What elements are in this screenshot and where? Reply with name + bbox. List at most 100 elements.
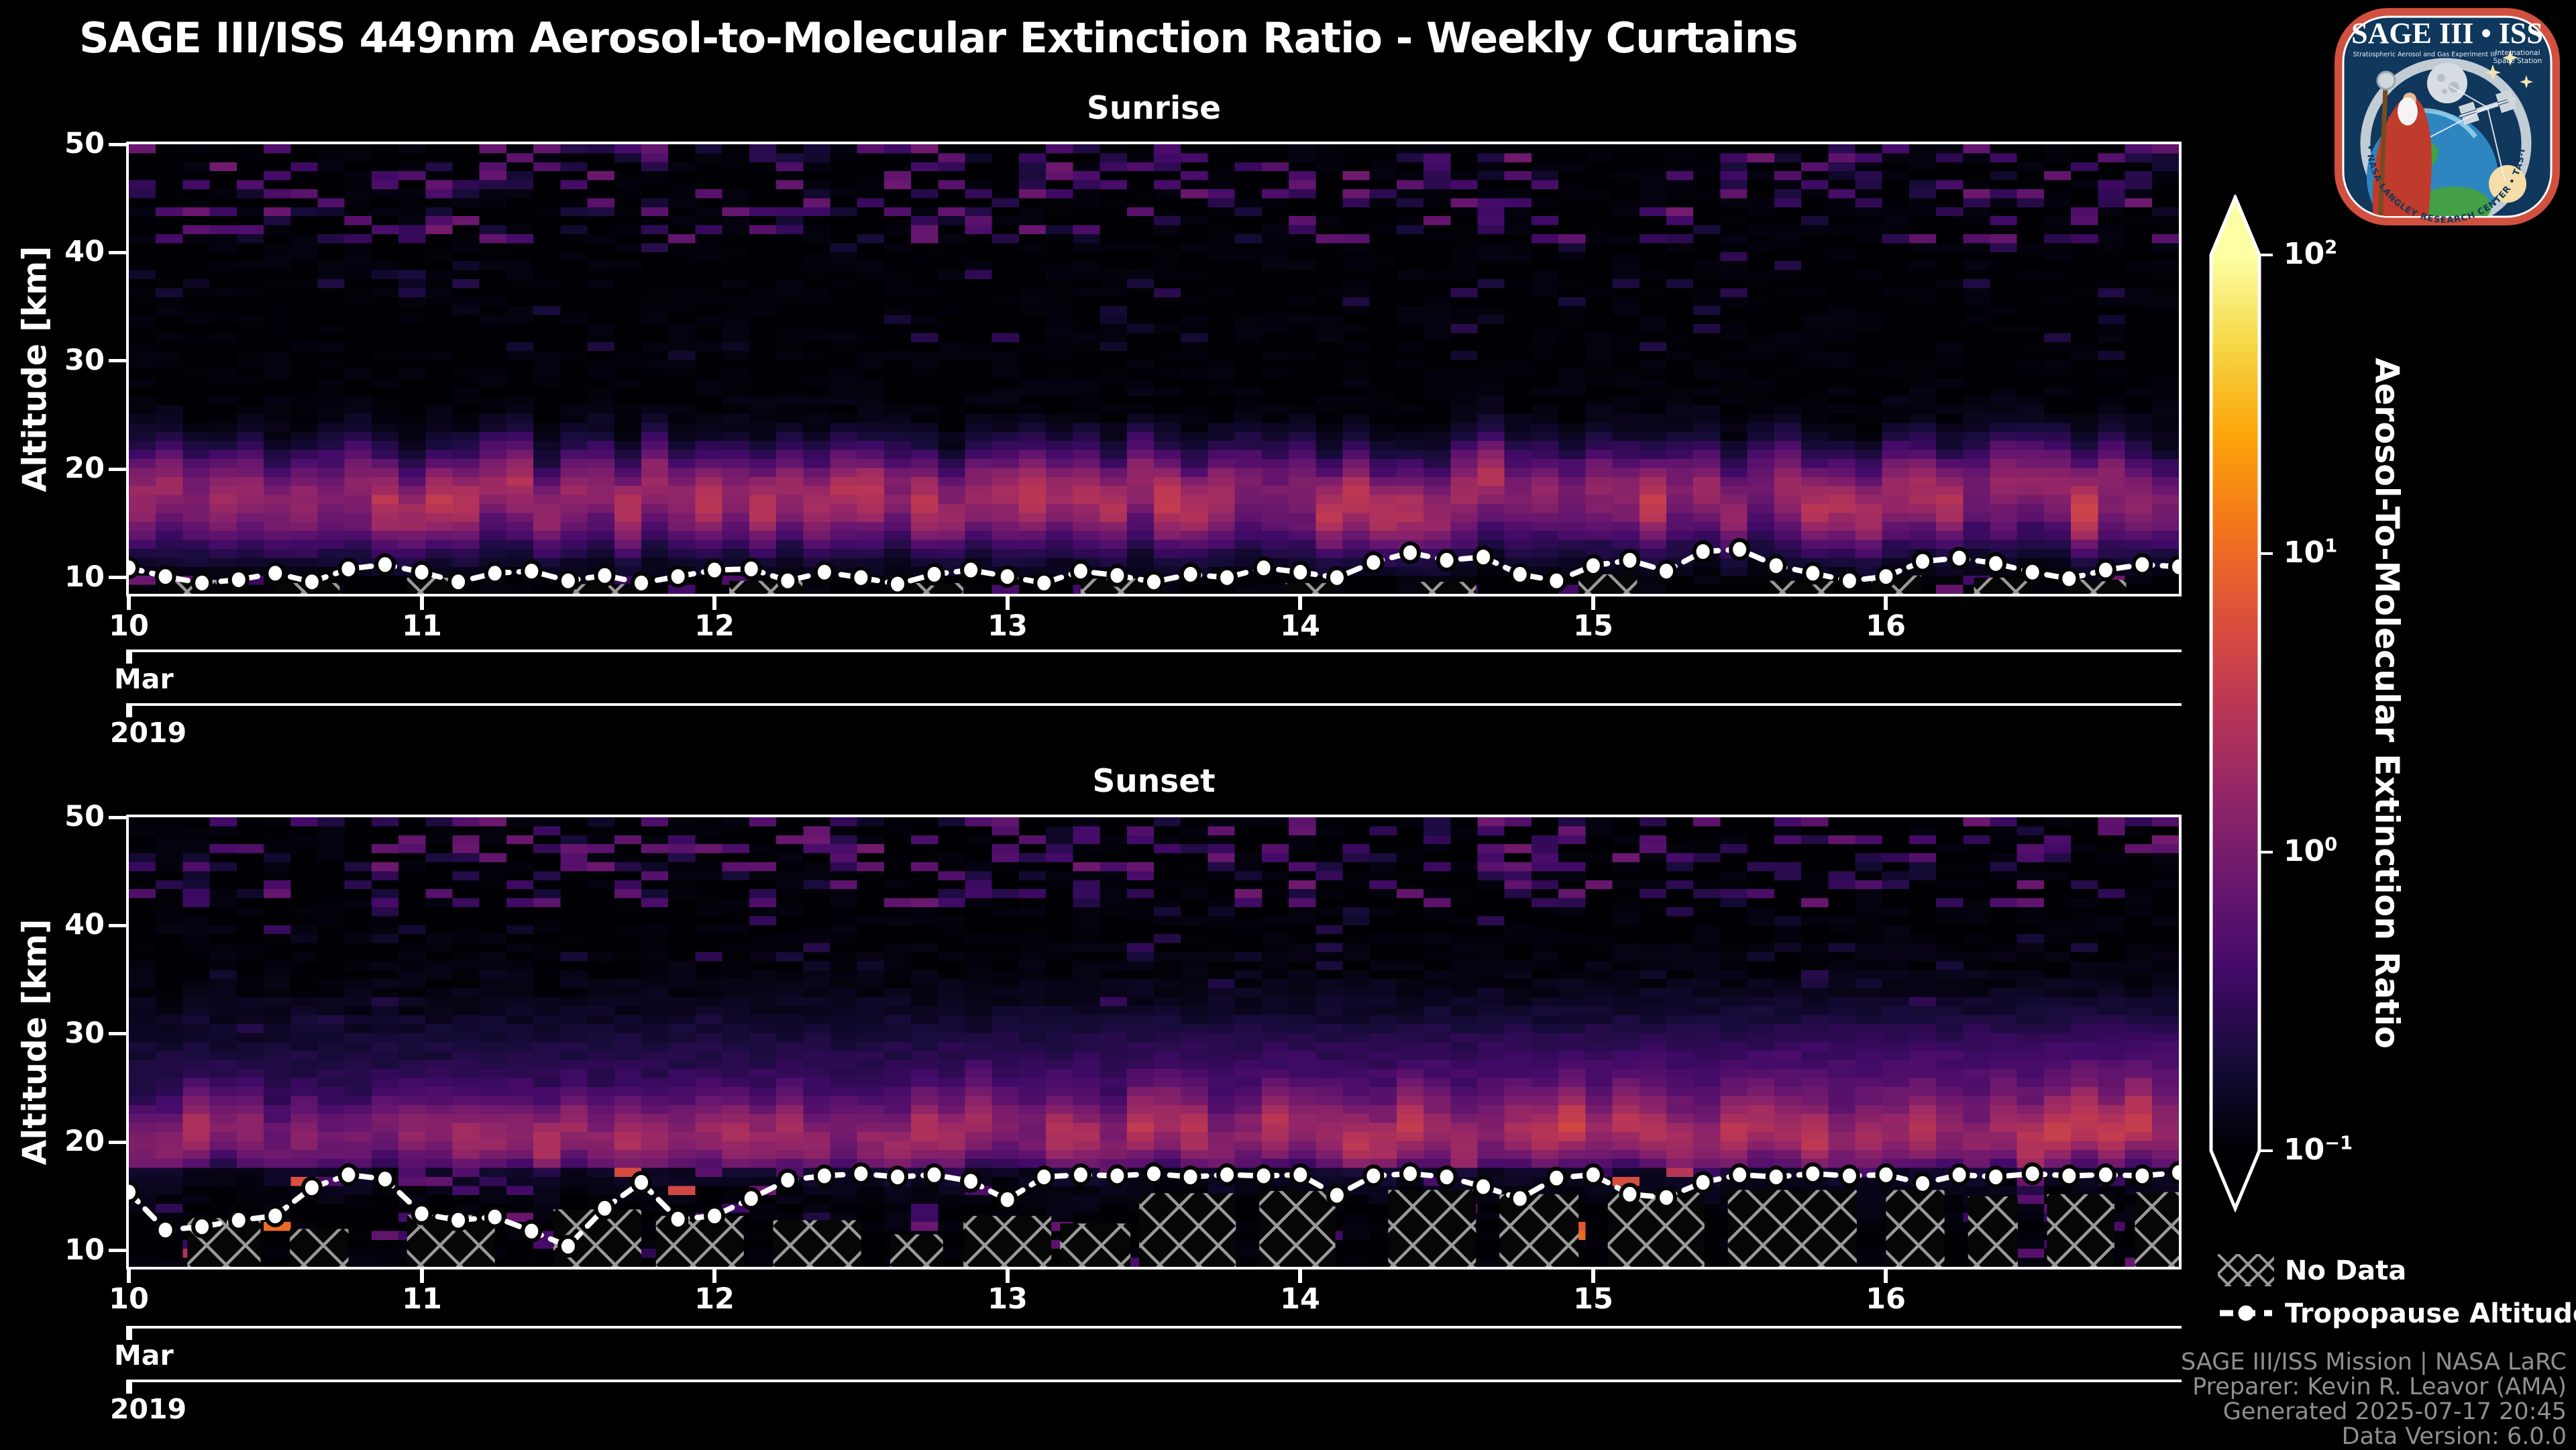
x-axis-tick	[1884, 597, 1888, 610]
x-axis-tick	[712, 597, 716, 610]
tropopause-marker	[777, 569, 799, 592]
sunset-heatmap-panel	[126, 815, 2182, 1270]
tropopause-marker	[996, 565, 1018, 588]
x-axis-tick	[127, 597, 131, 610]
tropopause-marker	[1106, 1164, 1128, 1188]
tropopause-marker	[1875, 1163, 1897, 1186]
y-axis-tick-label: 30	[64, 344, 105, 377]
tropopause-marker	[1509, 1187, 1531, 1210]
no-data-region	[1968, 1196, 2018, 1267]
sunrise-overlay	[129, 537, 2179, 594]
tropopause-marker	[1656, 560, 1677, 583]
tropopause-marker	[2168, 555, 2179, 578]
tropopause-marker	[960, 1170, 982, 1193]
sunset-year-axis-tick	[126, 1382, 132, 1394]
tropopause-marker	[813, 560, 835, 584]
tropopause-marker	[923, 1163, 945, 1186]
y-axis-tick-label: 10	[64, 1233, 105, 1267]
tropopause-marker	[1838, 569, 1860, 592]
sun	[2489, 165, 2526, 203]
tropopause-marker	[1509, 562, 1531, 586]
figure-title: SAGE III/ISS 449nm Aerosol-to-Molecular …	[79, 13, 1799, 62]
x-axis-tick	[1591, 597, 1595, 610]
tropopause-marker	[1362, 551, 1385, 574]
x-axis-tick-label: 13	[987, 609, 1028, 643]
tropopause-marker	[1582, 554, 1604, 577]
y-axis-tick-label: 50	[64, 127, 105, 160]
tropopause-marker	[1912, 1172, 1933, 1195]
no-data-region	[290, 1229, 349, 1267]
tropopause-marker	[1838, 1164, 1860, 1188]
colorbar-tick-label: 100	[2284, 834, 2338, 868]
tropopause-marker	[484, 562, 506, 585]
x-axis-tick	[127, 1270, 131, 1283]
tropopause-marker	[411, 1202, 433, 1225]
x-axis-tick	[420, 1270, 424, 1283]
tropopause-marker	[1179, 562, 1201, 586]
tropopause-marker	[2131, 553, 2153, 576]
tropopause-marker	[447, 570, 470, 594]
tropopause-marker	[960, 558, 982, 582]
colorbar-axis-label: Aerosol-To-Molecular Extinction Ratio	[2367, 358, 2406, 1049]
no-data-region	[1259, 1191, 1336, 1267]
star-icon	[2485, 64, 2501, 81]
tropopause-marker	[301, 1176, 323, 1200]
tropopause-marker	[2021, 560, 2043, 584]
tropopause-marker	[996, 1188, 1018, 1211]
tropopause-swatch	[2220, 1305, 2272, 1321]
tropopause-marker	[777, 1168, 799, 1192]
tropopause-marker	[1985, 552, 2007, 575]
sunrise-month-axis-line	[126, 650, 2182, 652]
sunset-month-axis-line	[126, 1326, 2182, 1329]
tropopause-marker	[667, 1208, 689, 1231]
x-axis-tick	[1298, 1270, 1302, 1283]
tropopause-marker	[1399, 1162, 1421, 1186]
no-data-region	[568, 584, 633, 594]
no-data-region	[2135, 1192, 2179, 1267]
tropopause-marker	[191, 1215, 213, 1239]
tropopause-marker	[1692, 1171, 1714, 1194]
y-axis-tick-label: 20	[64, 1125, 105, 1158]
tropopause-marker	[264, 562, 286, 585]
tropopause-marker	[1399, 541, 1421, 564]
tropopause-marker	[557, 569, 579, 592]
tropopause-marker	[1985, 1166, 2007, 1188]
tropopause-marker	[1326, 1184, 1348, 1207]
tropopause-marker	[1069, 560, 1091, 583]
tropopause-marker	[850, 1162, 872, 1186]
no-data-region	[1768, 580, 1833, 594]
x-axis-tick-label: 15	[1573, 1282, 1613, 1316]
colorbar-tick-label: 101	[2284, 535, 2338, 570]
tropopause-marker	[227, 1208, 250, 1232]
no-data-region	[904, 582, 964, 594]
x-axis-tick-label: 15	[1573, 609, 1613, 643]
tropopause-marker	[1436, 1166, 1458, 1188]
tropopause-marker	[704, 1204, 726, 1228]
tropopause-marker	[2094, 558, 2116, 582]
x-axis-tick	[1298, 597, 1302, 610]
no-data-region	[963, 1216, 1052, 1267]
sunrise-heatmap-canvas	[129, 144, 2179, 594]
tropopause-marker	[631, 571, 652, 594]
tropopause-marker	[594, 564, 616, 587]
y-axis-tick	[109, 468, 126, 471]
tropopause-marker	[1765, 1166, 1787, 1188]
tropopause-marker	[667, 565, 689, 588]
attribution-line: SAGE III/ISS Mission | NASA LaRC	[2181, 1349, 2567, 1376]
no-data-region	[2068, 580, 2127, 594]
tropopause-marker	[923, 562, 945, 586]
tropopause-marker	[594, 1196, 616, 1220]
sunset-panel-title: Sunset	[1092, 763, 1216, 800]
sage-wizard	[2372, 70, 2432, 216]
x-axis-tick-label: 12	[694, 609, 735, 643]
no-data-region	[1578, 574, 1638, 594]
tropopause-marker	[2021, 1162, 2043, 1186]
sunrise-year-label: 2019	[110, 717, 187, 749]
no-data-legend-label: No Data	[2285, 1255, 2407, 1286]
attribution-block: SAGE III/ISS Mission | NASA LaRC Prepare…	[2181, 1350, 2567, 1449]
y-axis-tick	[109, 251, 126, 254]
tropopause-legend-label: Tropopause Altitude	[2285, 1298, 2576, 1329]
sunrise-heatmap-panel	[126, 142, 2182, 597]
tropopause-marker	[1546, 569, 1568, 592]
